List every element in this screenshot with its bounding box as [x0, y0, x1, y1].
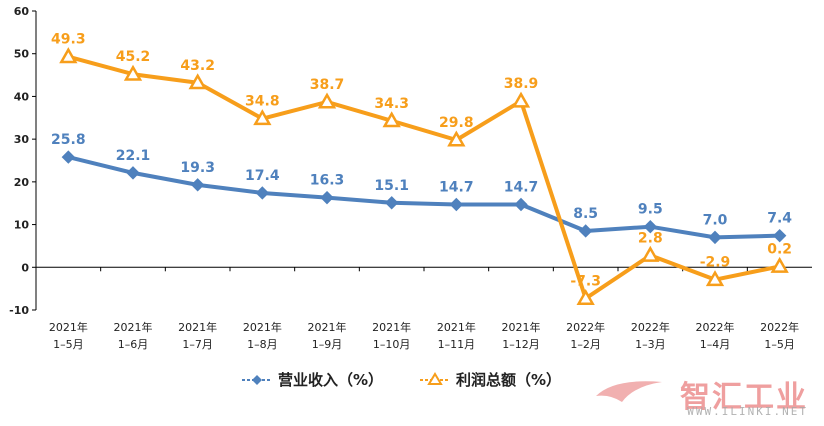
label-layer: 25.8 22.1 19.3 17.4 16.3 15.1 14.7 14.7 8.5 9.5 7.…	[51, 32, 792, 290]
x-tick-label-year: 2022年	[696, 320, 735, 334]
data-label: 0.2	[767, 241, 792, 257]
data-point-marker	[384, 196, 399, 210]
axis-layer: 60 50 40 30 20 10 0 -10 2021年 1–5月 2021年 1–6月 2021年 1…	[9, 5, 812, 351]
data-point-marker	[576, 288, 595, 305]
data-label: 34.3	[374, 96, 409, 112]
x-tick-label-period: 1–10月	[373, 338, 411, 351]
watermark-logo-icon	[596, 381, 662, 402]
data-label: 8.5	[573, 206, 598, 222]
data-label: 29.8	[439, 115, 474, 131]
legend-diamond-icon	[252, 375, 262, 385]
x-tick-label-year: 2021年	[437, 320, 476, 334]
x-tick-label-year: 2022年	[566, 320, 605, 334]
data-label: 9.5	[638, 202, 663, 218]
data-point-marker	[511, 91, 531, 108]
data-label: 38.9	[504, 76, 539, 92]
y-tick-label: 20	[14, 176, 30, 189]
y-tick-label: 40	[14, 90, 30, 103]
data-label: 25.8	[51, 132, 86, 148]
data-point-marker	[708, 230, 722, 245]
y-tick-label: 50	[14, 48, 30, 61]
data-label: 14.7	[504, 179, 539, 195]
y-tick-label: 0	[21, 261, 29, 274]
x-tick-label-period: 1–5月	[764, 338, 795, 351]
x-tick-label-year: 2021年	[114, 320, 153, 334]
x-tick-label-period: 1–3月	[635, 338, 666, 351]
data-label: 19.3	[180, 160, 215, 176]
x-tick-label-period: 1–2月	[570, 338, 601, 351]
series-line-1	[67, 54, 781, 301]
data-point-marker	[188, 73, 207, 90]
x-tick-label-period: 1–4月	[700, 338, 731, 351]
series-layer	[59, 47, 789, 305]
y-tick-label: 10	[14, 219, 30, 232]
data-point-marker	[447, 130, 466, 147]
data-point-marker	[123, 64, 143, 81]
legend-label: 利润总额（%）	[456, 371, 561, 389]
x-tick-label-period: 1–6月	[118, 338, 149, 351]
data-point-marker	[190, 178, 205, 192]
data-label: 17.4	[245, 168, 280, 184]
data-label: 7.4	[767, 211, 792, 227]
watermark-url: WWW.ILINKI.NET	[687, 405, 808, 418]
legend: 营业收入（%） 利润总额（%）	[242, 371, 561, 389]
data-label: 14.7	[439, 179, 474, 195]
data-label: 34.8	[245, 94, 280, 110]
data-point-marker	[253, 109, 272, 126]
series-line-0	[67, 155, 780, 240]
data-point-marker	[59, 47, 78, 64]
data-label: 2.8	[638, 230, 663, 246]
y-tick-label: -10	[9, 304, 29, 317]
x-tick-label-year: 2021年	[49, 320, 88, 334]
data-point-marker	[514, 197, 528, 212]
data-label: 16.3	[310, 173, 345, 189]
data-point-marker	[578, 224, 593, 238]
data-label: 22.1	[116, 148, 151, 164]
x-tick-label-year: 2021年	[502, 320, 541, 334]
x-tick-label-year: 2021年	[178, 320, 217, 334]
data-point-marker	[643, 220, 658, 234]
x-tick-label-year: 2022年	[631, 320, 670, 334]
x-tick-label-period: 1–7月	[182, 338, 213, 351]
data-label: 15.1	[374, 178, 409, 194]
x-tick-label-period: 1–5月	[53, 338, 84, 351]
x-tick-label-period: 1–8月	[247, 338, 278, 351]
data-label: 38.7	[310, 77, 345, 93]
data-point-marker	[770, 256, 789, 273]
data-point-marker	[320, 190, 334, 205]
watermark: 智汇工业 WWW.ILINKI.NET	[594, 372, 814, 418]
data-point-marker	[317, 92, 337, 109]
data-point-marker	[382, 111, 401, 128]
legend-triangle-icon	[427, 372, 443, 385]
y-tick-label: 30	[14, 133, 30, 146]
x-tick-label-year: 2021年	[372, 320, 411, 334]
x-tick-label-year: 2021年	[243, 320, 282, 334]
data-point-marker	[772, 228, 787, 243]
data-point-marker	[126, 166, 140, 180]
data-label: 49.3	[51, 32, 86, 48]
x-tick-label-period: 1–11月	[438, 338, 476, 351]
data-point-marker	[255, 186, 270, 200]
data-point-marker	[705, 270, 725, 287]
x-tick-label-period: 1–9月	[312, 338, 343, 351]
data-point-marker	[449, 197, 464, 212]
data-label: 45.2	[116, 49, 151, 65]
data-label: -2.9	[700, 255, 731, 271]
x-tick-label-year: 2022年	[760, 320, 799, 334]
data-label: 7.0	[703, 212, 728, 228]
legend-label: 营业收入（%）	[278, 371, 383, 389]
data-label: -7.3	[570, 273, 601, 289]
data-point-marker	[61, 150, 76, 164]
data-label: 43.2	[180, 58, 215, 74]
x-tick-label-year: 2021年	[308, 320, 347, 334]
y-tick-label: 60	[14, 5, 30, 18]
x-tick-label-period: 1–12月	[502, 338, 540, 351]
data-point-marker	[641, 245, 660, 262]
watermark-text: 智汇工业	[680, 380, 808, 415]
